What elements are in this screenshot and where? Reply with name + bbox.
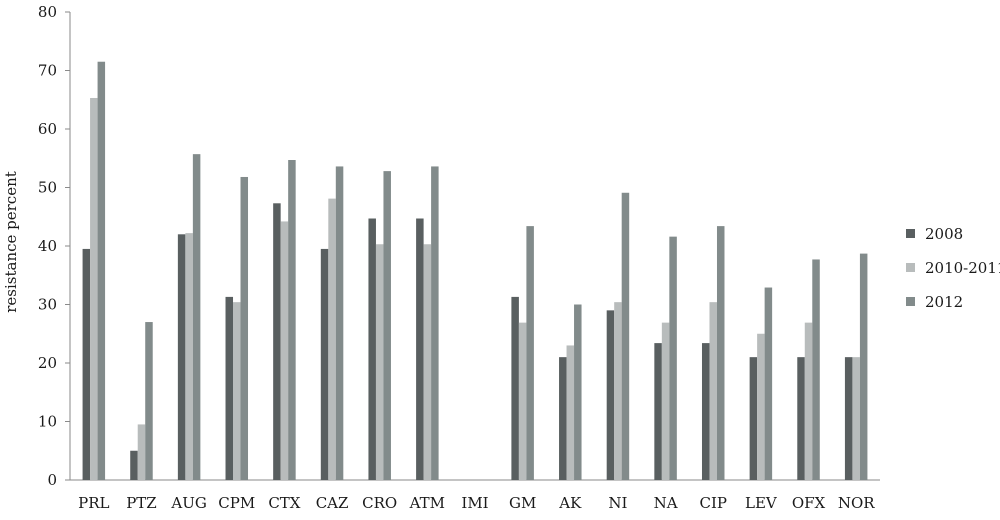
x-tick-label: CRO (362, 494, 397, 512)
y-axis: 0 10 20 30 40 50 60 70 80 (38, 3, 71, 489)
bar-2010-2011-NA (661, 322, 670, 480)
bar-2012-AK (574, 304, 582, 480)
bar-2008-AK (559, 357, 567, 480)
bar-2008-NI (606, 310, 615, 480)
x-axis: PRL PTZ AUG CPM CTX CAZ CRO ATM IMI GM AK NI NA CIP LE… (70, 479, 880, 512)
x-tick-label: CIP (699, 494, 727, 512)
y-tick-label: 50 (38, 179, 57, 197)
bar-2010-2011-CRO (375, 244, 384, 480)
y-tick-label: 30 (38, 296, 57, 314)
x-tick-label: NA (654, 494, 678, 512)
x-tick-label: AUG (170, 494, 206, 512)
bar-2012-CRO (383, 171, 391, 480)
bar-2008-ATM (416, 218, 424, 480)
bar-2008-PTZ (130, 450, 138, 480)
bar-2008-CRO (368, 218, 376, 480)
bar-2008-LEV (749, 357, 758, 480)
bar-2012-AUG (192, 154, 201, 480)
bar-2012-NOR (859, 253, 868, 480)
bar-2008-GM (511, 296, 519, 480)
bar-2008-CPM (225, 296, 234, 480)
bar-2010-2011-GM (518, 322, 527, 480)
bar-2008-NOR (844, 357, 853, 480)
y-tick-label: 60 (38, 120, 57, 138)
x-tick-label: NOR (838, 494, 875, 512)
x-tick-label: OFX (792, 494, 826, 512)
bar-2010-2011-AUG (185, 233, 193, 480)
bar-2008-AUG (177, 234, 186, 480)
bar-2008-NA (654, 343, 662, 480)
bar-2010-2011-CPM (233, 302, 241, 480)
y-tick-label: 10 (38, 413, 57, 431)
y-tick-label: 70 (38, 62, 57, 80)
y-tick-label: 0 (47, 471, 57, 489)
bar-2012-CAZ (335, 166, 344, 480)
bar-2010-2011-CAZ (328, 198, 336, 481)
x-tick-label: IMI (461, 494, 488, 512)
bar-2010-2011-PRL (90, 97, 98, 481)
bar-2012-PRL (97, 61, 106, 480)
bar-2008-CIP (701, 343, 710, 480)
bar-2010-2011-NOR (852, 357, 860, 480)
bar-2010-2011-CTX (280, 221, 289, 480)
x-tick-label: NI (608, 494, 627, 512)
bar-2012-CPM (240, 176, 249, 480)
bar-2010-2011-NI (614, 302, 622, 480)
bar-2012-NI (621, 192, 630, 480)
bar-2010-2011-AK (566, 345, 575, 480)
bar-2012-PTZ (145, 322, 153, 480)
legend-swatch (906, 263, 915, 272)
bar-2012-GM (526, 226, 534, 480)
bar-2008-OFX (797, 357, 805, 480)
x-tick-label: PTZ (126, 494, 157, 512)
x-tick-label: AK (558, 494, 582, 512)
x-tick-label: CPM (218, 494, 255, 512)
x-tick-label: GM (509, 494, 536, 512)
y-axis-title: resistance percent (2, 171, 20, 313)
x-tick-label: CTX (268, 494, 300, 512)
bar-2010-2011-ATM (423, 244, 432, 480)
legend-label: 2012 (925, 293, 963, 311)
x-tick-label: PRL (78, 494, 109, 512)
legend-swatch (906, 297, 915, 306)
bar-2010-2011-PTZ (137, 424, 146, 480)
x-tick-label: LEV (745, 494, 778, 512)
legend-label: 2010-2011 (925, 259, 1000, 277)
y-tick-label: 20 (38, 354, 57, 372)
x-tick-label: ATM (409, 494, 445, 512)
bar-2012-ATM (431, 166, 439, 480)
y-tick-label: 80 (38, 3, 57, 21)
legend-swatch (906, 229, 915, 238)
bar-2008-PRL (82, 248, 91, 480)
bar-2012-LEV (764, 287, 773, 480)
bar-2012-NA (669, 236, 677, 480)
bar-2008-CTX (273, 203, 281, 481)
bar-2012-OFX (812, 259, 820, 480)
bar-2012-CTX (288, 160, 296, 480)
bar-2010-2011-OFX (804, 322, 813, 480)
x-tick-label: CAZ (316, 494, 349, 512)
legend: 2008 2010-2011 2012 (906, 225, 1000, 311)
bar-2010-2011-CIP (709, 302, 717, 480)
bar-2010-2011-LEV (757, 333, 765, 480)
legend-label: 2008 (925, 225, 963, 243)
y-tick-label: 40 (38, 237, 57, 255)
bars (82, 61, 868, 481)
bar-2008-CAZ (320, 248, 329, 480)
bar-2012-CIP (716, 226, 725, 480)
